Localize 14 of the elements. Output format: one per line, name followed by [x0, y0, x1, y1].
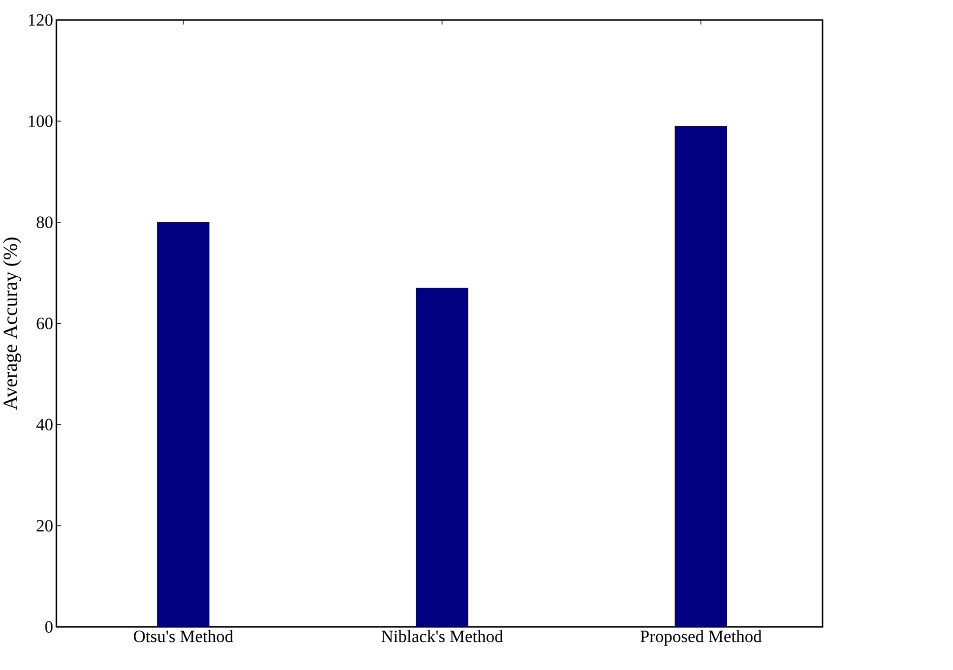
y-tick-label: 40: [36, 418, 53, 431]
y-axis-title: Average Accuray (%): [3, 238, 22, 410]
bar: [416, 288, 468, 628]
y-tick-label: 20: [36, 520, 53, 532]
x-tick-label: Niblack's Method: [381, 630, 503, 642]
y-tick-label: 0: [45, 621, 53, 633]
y-tick-label: 100: [28, 116, 53, 128]
x-tick-label: Proposed Method: [640, 630, 762, 646]
y-tick-label: 120: [28, 14, 53, 26]
y-tick-label: 80: [36, 216, 53, 228]
y-tick-label: 60: [36, 318, 53, 330]
bar: [674, 126, 728, 628]
x-tick-label: Otsu's Method: [134, 630, 234, 642]
bar: [157, 222, 210, 628]
